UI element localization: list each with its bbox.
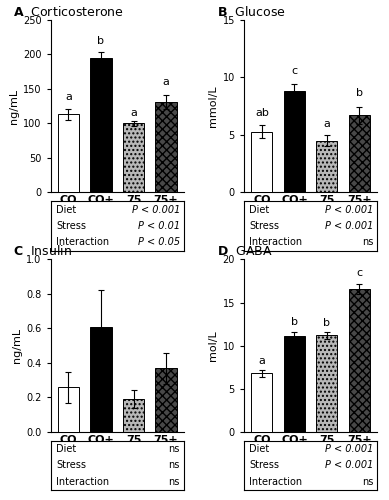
Y-axis label: ng/mL: ng/mL xyxy=(12,328,22,363)
Text: ns: ns xyxy=(168,477,180,487)
Text: c: c xyxy=(356,268,363,278)
Text: Diet: Diet xyxy=(249,204,270,214)
Text: Interaction: Interaction xyxy=(249,477,302,487)
Text: P < 0.01: P < 0.01 xyxy=(138,221,180,231)
Text: ns: ns xyxy=(362,238,373,248)
Text: Diet: Diet xyxy=(249,444,270,454)
Y-axis label: ng/mL: ng/mL xyxy=(9,88,19,124)
Bar xyxy=(251,373,272,432)
Text: Interaction: Interaction xyxy=(56,477,109,487)
Text: Stress: Stress xyxy=(249,460,279,470)
Bar xyxy=(316,336,338,432)
Bar xyxy=(156,102,177,192)
Text: $\mathbf{D}$  GABA: $\mathbf{D}$ GABA xyxy=(217,246,273,258)
Text: Stress: Stress xyxy=(56,460,86,470)
Bar xyxy=(58,387,79,432)
Text: Interaction: Interaction xyxy=(249,238,302,248)
Text: b: b xyxy=(291,317,298,327)
Text: P < 0.001: P < 0.001 xyxy=(325,221,373,231)
Bar xyxy=(251,132,272,192)
Bar xyxy=(58,114,79,192)
Text: ns: ns xyxy=(168,444,180,454)
Text: $\mathbf{B}$  Glucose: $\mathbf{B}$ Glucose xyxy=(217,5,286,19)
Text: $\mathbf{A}$  Corticosterone: $\mathbf{A}$ Corticosterone xyxy=(13,5,124,19)
Text: Stress: Stress xyxy=(249,221,279,231)
Y-axis label: mmol/L: mmol/L xyxy=(209,86,218,127)
Bar xyxy=(123,399,144,432)
Text: ab: ab xyxy=(255,108,269,118)
Text: c: c xyxy=(291,66,298,76)
Bar xyxy=(90,326,112,432)
Text: Interaction: Interaction xyxy=(56,238,109,248)
Bar xyxy=(349,288,370,432)
Bar xyxy=(156,368,177,432)
Text: $\mathbf{C}$  Insulin: $\mathbf{C}$ Insulin xyxy=(13,244,72,258)
Text: P < 0.001: P < 0.001 xyxy=(325,204,373,214)
Bar xyxy=(284,92,305,192)
Text: Stress: Stress xyxy=(56,221,86,231)
Text: a: a xyxy=(65,92,72,102)
Bar xyxy=(316,140,338,192)
Text: P < 0.001: P < 0.001 xyxy=(325,444,373,454)
Bar xyxy=(90,58,112,192)
Text: P < 0.05: P < 0.05 xyxy=(138,238,180,248)
Text: P < 0.001: P < 0.001 xyxy=(325,460,373,470)
Text: P < 0.001: P < 0.001 xyxy=(131,204,180,214)
Text: a: a xyxy=(130,108,137,118)
Text: b: b xyxy=(323,318,330,328)
Bar xyxy=(284,336,305,432)
Text: b: b xyxy=(98,36,105,46)
Text: a: a xyxy=(258,356,265,366)
Text: ns: ns xyxy=(362,477,373,487)
Text: a: a xyxy=(163,77,170,87)
Y-axis label: mol/L: mol/L xyxy=(209,330,218,361)
Text: ns: ns xyxy=(168,460,180,470)
Text: a: a xyxy=(324,118,330,128)
Bar xyxy=(123,124,144,192)
Bar xyxy=(349,116,370,192)
Text: Diet: Diet xyxy=(56,204,76,214)
Text: Diet: Diet xyxy=(56,444,76,454)
Text: b: b xyxy=(356,88,363,98)
